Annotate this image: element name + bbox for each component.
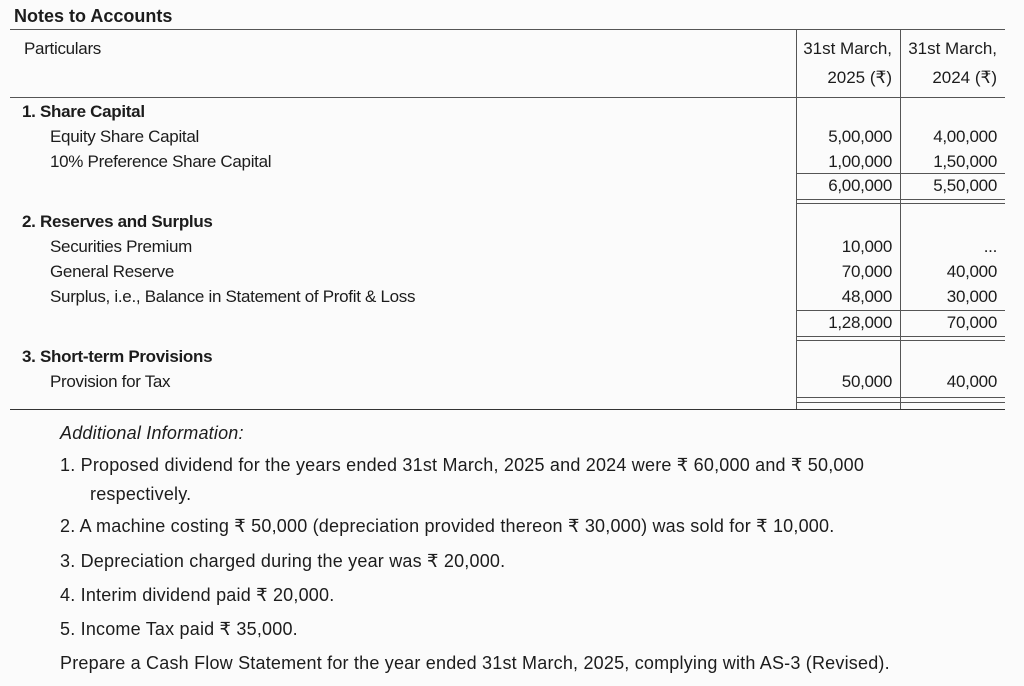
- info-item: 5. Income Tax paid ₹ 35,000.: [60, 619, 298, 639]
- row-label: General Reserve: [50, 262, 175, 281]
- column-divider: [796, 29, 797, 409]
- total-rule: [796, 203, 1005, 204]
- value-2024: ...: [983, 237, 998, 256]
- row-label: Equity Share Capital: [50, 127, 199, 146]
- task-instruction: Prepare a Cash Flow Statement for the ye…: [60, 653, 890, 673]
- total-2024: 70,000: [946, 313, 998, 332]
- info-item: 2. A machine costing ₹ 50,000 (depreciat…: [60, 516, 835, 536]
- value-2025: 1,00,000: [828, 152, 892, 171]
- info-item-continuation: respectively.: [90, 484, 192, 504]
- total-2025: 1,28,000: [828, 313, 892, 332]
- value-2025: 70,000: [841, 262, 893, 281]
- total-rule: [796, 402, 1005, 403]
- total-rule: [796, 340, 1005, 341]
- note-heading: 1. Share Capital: [22, 102, 145, 121]
- value-2025: 48,000: [841, 287, 893, 306]
- header-particulars: Particulars: [24, 39, 102, 58]
- page-title: Notes to Accounts: [14, 6, 173, 26]
- table-bottom-rule: [10, 409, 1005, 410]
- row-label: Surplus, i.e., Balance in Statement of P…: [50, 287, 416, 306]
- header-2024-line1: 31st March,: [908, 39, 997, 58]
- value-2025: 50,000: [841, 372, 893, 391]
- value-2024: 30,000: [946, 287, 998, 306]
- column-divider: [900, 29, 901, 409]
- additional-info-heading: Additional Information:: [60, 423, 244, 443]
- row-label: Provision for Tax: [50, 372, 171, 391]
- value-2024: 40,000: [946, 262, 998, 281]
- value-2025: 10,000: [841, 237, 893, 256]
- subtotal-rule: [796, 310, 1005, 311]
- total-2024: 5,50,000: [933, 176, 997, 195]
- row-label: Securities Premium: [50, 237, 192, 256]
- row-label: 10% Preference Share Capital: [50, 152, 272, 171]
- value-2024: 4,00,000: [933, 127, 997, 146]
- header-2025-line1: 31st March,: [803, 39, 892, 58]
- info-item: 1. Proposed dividend for the years ended…: [60, 455, 865, 475]
- value-2025: 5,00,000: [828, 127, 892, 146]
- value-2024: 40,000: [946, 372, 998, 391]
- total-rule: [796, 397, 1005, 398]
- total-rule: [796, 336, 1005, 337]
- note-heading: 2. Reserves and Surplus: [22, 212, 213, 231]
- table-top-rule: [10, 29, 1005, 30]
- header-rule: [10, 97, 1005, 98]
- info-item: 4. Interim dividend paid ₹ 20,000.: [60, 585, 335, 605]
- value-2024: 1,50,000: [933, 152, 997, 171]
- note-heading: 3. Short-term Provisions: [22, 347, 213, 366]
- info-item: 3. Depreciation charged during the year …: [60, 551, 506, 571]
- header-2024-line2: 2024 (₹): [932, 68, 997, 87]
- total-rule: [796, 199, 1005, 200]
- total-2025: 6,00,000: [828, 176, 892, 195]
- subtotal-rule: [796, 173, 1005, 174]
- header-2025-line2: 2025 (₹): [827, 68, 892, 87]
